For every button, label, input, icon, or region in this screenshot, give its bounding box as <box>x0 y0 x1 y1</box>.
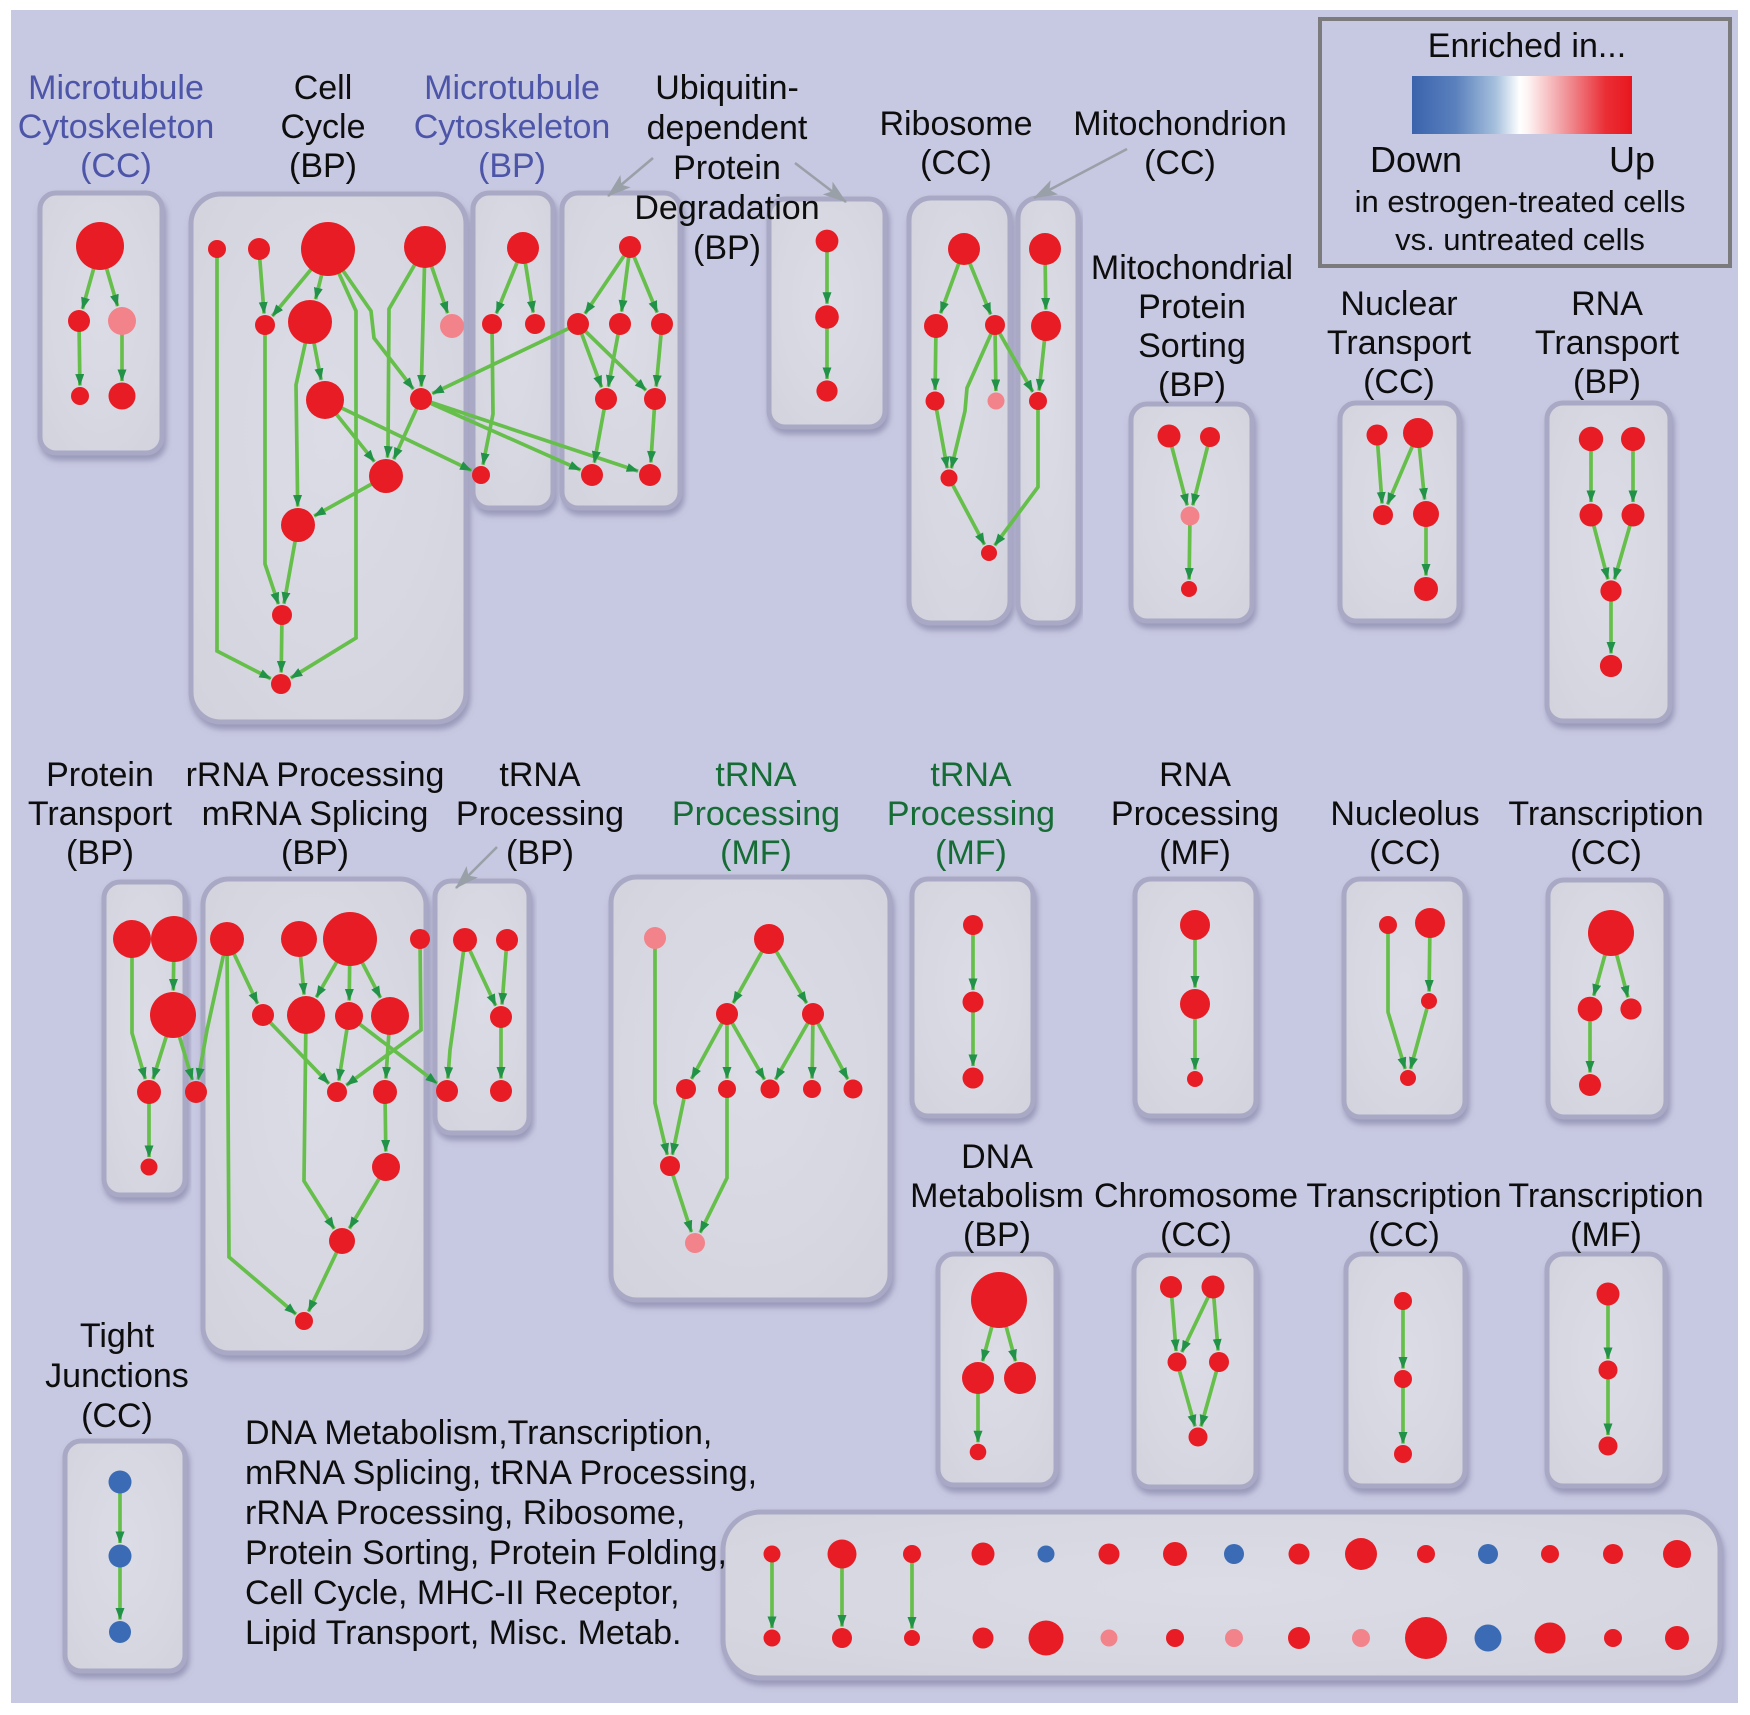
svg-text:Tight: Tight <box>80 1317 155 1355</box>
svg-text:DNA: DNA <box>961 1138 1033 1176</box>
svg-text:(CC): (CC) <box>1369 834 1441 872</box>
svg-text:(MF): (MF) <box>1159 834 1231 872</box>
svg-text:(CC): (CC) <box>920 144 992 182</box>
svg-text:(BP): (BP) <box>506 834 574 872</box>
svg-text:Sorting: Sorting <box>1138 327 1246 365</box>
svg-text:(CC): (CC) <box>1144 144 1216 182</box>
svg-text:(BP): (BP) <box>963 1216 1031 1254</box>
svg-text:Processing: Processing <box>1111 795 1279 833</box>
svg-text:(BP): (BP) <box>693 229 761 267</box>
svg-text:dependent: dependent <box>647 109 808 147</box>
svg-text:(BP): (BP) <box>289 147 357 185</box>
svg-text:(CC): (CC) <box>80 147 152 185</box>
svg-text:(BP): (BP) <box>1158 366 1226 404</box>
svg-text:Ubiquitin-: Ubiquitin- <box>655 69 799 107</box>
svg-text:Cycle: Cycle <box>280 108 365 146</box>
svg-text:(CC): (CC) <box>81 1397 153 1435</box>
svg-text:(BP): (BP) <box>478 147 546 185</box>
svg-text:Cytoskeleton: Cytoskeleton <box>414 108 611 146</box>
svg-text:Microtubule: Microtubule <box>28 69 204 107</box>
svg-text:(BP): (BP) <box>281 834 349 872</box>
svg-text:Enriched in...: Enriched in... <box>1428 27 1626 65</box>
svg-text:Transcription: Transcription <box>1306 1177 1501 1215</box>
svg-text:Transport: Transport <box>1535 324 1680 362</box>
svg-text:in estrogen-treated cells: in estrogen-treated cells <box>1355 184 1686 219</box>
svg-text:Down: Down <box>1370 139 1462 180</box>
svg-text:Chromosome: Chromosome <box>1094 1177 1298 1215</box>
svg-text:(MF): (MF) <box>935 834 1007 872</box>
svg-text:Junctions: Junctions <box>45 1357 189 1395</box>
svg-text:Cell: Cell <box>294 69 353 107</box>
svg-text:Ribosome: Ribosome <box>879 105 1032 143</box>
svg-text:RNA: RNA <box>1159 756 1231 794</box>
svg-text:mRNA Splicing: mRNA Splicing <box>202 795 429 833</box>
svg-text:Nucleolus: Nucleolus <box>1330 795 1479 833</box>
svg-text:Lipid Transport, Misc. Metab.: Lipid Transport, Misc. Metab. <box>245 1614 682 1652</box>
svg-text:(CC): (CC) <box>1570 834 1642 872</box>
svg-text:Mitochondrial: Mitochondrial <box>1091 249 1293 287</box>
svg-text:Processing: Processing <box>456 795 624 833</box>
svg-text:Protein Sorting, Protein Foldi: Protein Sorting, Protein Folding, <box>245 1534 727 1572</box>
svg-text:rRNA Processing, Ribosome,: rRNA Processing, Ribosome, <box>245 1494 685 1532</box>
svg-text:Protein: Protein <box>46 756 154 794</box>
svg-text:Metabolism: Metabolism <box>910 1177 1084 1215</box>
svg-text:Degradation: Degradation <box>634 189 819 227</box>
svg-text:(MF): (MF) <box>720 834 792 872</box>
svg-text:(CC): (CC) <box>1160 1216 1232 1254</box>
svg-text:(CC): (CC) <box>1363 363 1435 401</box>
svg-text:DNA Metabolism,Transcription,: DNA Metabolism,Transcription, <box>245 1414 712 1452</box>
svg-text:(MF): (MF) <box>1570 1216 1642 1254</box>
svg-text:(CC): (CC) <box>1368 1216 1440 1254</box>
svg-text:Processing: Processing <box>887 795 1055 833</box>
svg-text:Processing: Processing <box>672 795 840 833</box>
svg-text:Transcription: Transcription <box>1508 795 1703 833</box>
svg-text:Protein: Protein <box>1138 288 1246 326</box>
svg-text:Microtubule: Microtubule <box>424 69 600 107</box>
svg-text:tRNA: tRNA <box>499 756 581 794</box>
svg-text:Transport: Transport <box>1327 324 1472 362</box>
svg-text:Transcription: Transcription <box>1508 1177 1703 1215</box>
svg-text:mRNA Splicing, tRNA Processing: mRNA Splicing, tRNA Processing, <box>245 1454 757 1492</box>
svg-text:tRNA: tRNA <box>715 756 797 794</box>
svg-text:Nuclear: Nuclear <box>1340 285 1457 323</box>
svg-text:Transport: Transport <box>28 795 173 833</box>
svg-text:Up: Up <box>1609 139 1655 180</box>
svg-text:Cell Cycle, MHC-II Receptor,: Cell Cycle, MHC-II Receptor, <box>245 1574 680 1612</box>
svg-text:Protein: Protein <box>673 149 781 187</box>
svg-text:vs. untreated cells: vs. untreated cells <box>1395 222 1645 257</box>
svg-text:tRNA: tRNA <box>930 756 1012 794</box>
svg-text:Cytoskeleton: Cytoskeleton <box>18 108 215 146</box>
svg-text:(BP): (BP) <box>66 834 134 872</box>
svg-text:rRNA Processing: rRNA Processing <box>186 756 445 794</box>
svg-text:(BP): (BP) <box>1573 363 1641 401</box>
svg-text:Mitochondrion: Mitochondrion <box>1073 105 1287 143</box>
svg-text:RNA: RNA <box>1571 285 1643 323</box>
